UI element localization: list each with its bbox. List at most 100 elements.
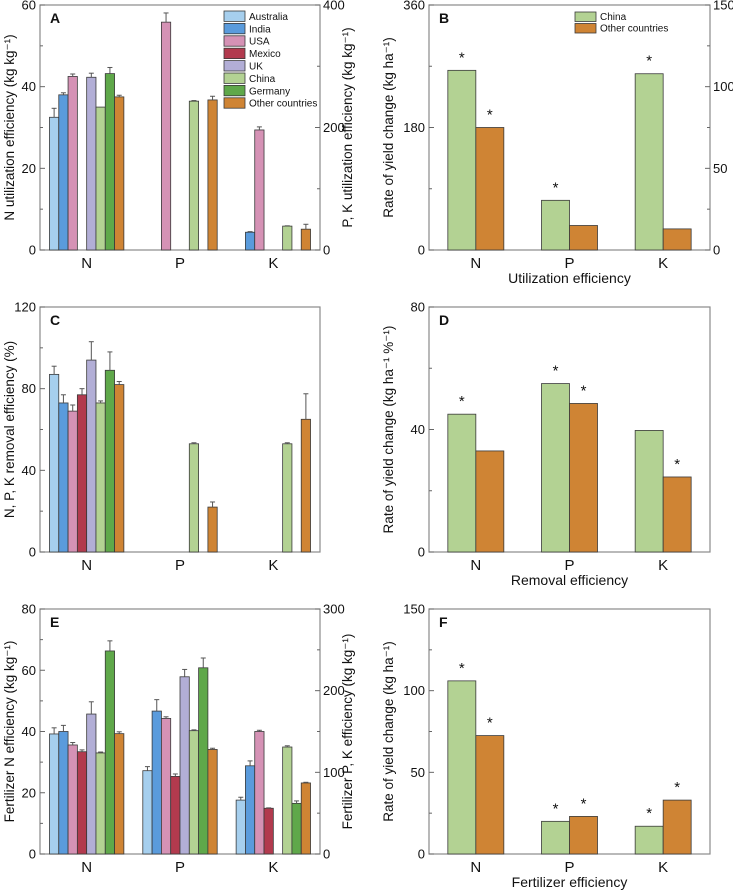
legend-swatch <box>574 11 597 22</box>
bar-china <box>447 413 477 553</box>
y-right-tick-label: 400 <box>323 0 345 13</box>
bar-usa <box>254 129 265 251</box>
y-tick-label: 80 <box>411 300 425 315</box>
significance-star: * <box>553 363 559 380</box>
bar-india <box>151 710 162 855</box>
y-tick-label: 50 <box>411 765 425 780</box>
category-label: P <box>564 557 574 574</box>
category-label: P <box>175 859 185 876</box>
y-tick-label: 20 <box>22 161 36 176</box>
category-label: P <box>175 557 185 574</box>
bar-other-countries <box>114 96 125 251</box>
y-tick-label: 150 <box>403 602 425 617</box>
bar-china <box>188 443 200 553</box>
legend-swatch <box>223 35 246 47</box>
category-label: K <box>268 255 278 272</box>
y-tick-label: 60 <box>22 0 36 13</box>
bar-india <box>58 402 69 553</box>
significance-star: * <box>459 49 465 66</box>
bar-india <box>245 231 256 251</box>
y-tick-label: 0 <box>418 243 425 258</box>
bar-australia <box>49 116 60 251</box>
significance-star: * <box>581 795 587 812</box>
legend-label: Other countries <box>249 99 317 110</box>
y-axis-label: Rate of yield change (kg ha⁻¹) <box>381 641 396 821</box>
legend-label: China <box>600 12 627 23</box>
y-tick-label: 0 <box>418 545 425 560</box>
y-right-axis-label: Fertilizer P, K efficiency (kg kg⁻¹) <box>340 634 355 830</box>
bar-china <box>95 402 106 553</box>
y-axis-label: Rate of yield change (kg ha⁻¹) <box>381 37 396 217</box>
legend-label: UK <box>249 62 263 73</box>
legend-label: USA <box>249 37 270 48</box>
bar-usa <box>160 718 172 855</box>
panel-a: 0 20 40 60 0 200 400 N utilization efficiency (… <box>2 0 355 272</box>
legend-label: India <box>249 24 271 35</box>
y-tick-label: 80 <box>22 602 36 617</box>
bar-other-countries <box>569 225 598 251</box>
bar-india <box>245 765 256 855</box>
bar-germany <box>104 369 115 553</box>
y-axis-label: N, P, K removal efficiency (%) <box>2 341 17 518</box>
significance-star: * <box>459 393 465 410</box>
y-right-tick-label: 300 <box>323 602 345 617</box>
category-label: N <box>81 859 92 876</box>
significance-star: * <box>553 179 559 196</box>
y-right-tick-label: 100 <box>323 765 345 780</box>
y-right-tick-label: 0 <box>713 243 720 258</box>
category-label: P <box>564 859 574 876</box>
plot-frame <box>39 4 321 251</box>
bar-mexico <box>170 776 181 855</box>
y-tick-label: 0 <box>29 545 36 560</box>
bar-china <box>282 443 293 553</box>
legend-swatch <box>223 60 246 72</box>
bar-china <box>282 225 293 251</box>
legend-swatch <box>223 10 246 22</box>
category-label: N <box>81 255 92 272</box>
bar-australia <box>142 770 153 855</box>
bar-other-countries <box>207 749 218 855</box>
legend-swatch <box>223 85 246 97</box>
bar-uk <box>86 359 97 553</box>
bar-china <box>634 73 664 251</box>
bar-uk <box>179 676 190 855</box>
y-right-axis-label: P, K utilization efficiency (kg kg⁻¹) <box>340 27 355 227</box>
y-tick-label: 120 <box>14 300 36 315</box>
bar-other-countries <box>300 418 311 553</box>
panel-letter: B <box>439 10 449 26</box>
bar-china <box>95 106 106 251</box>
bar-germany <box>104 650 115 855</box>
legend-swatch <box>223 47 246 60</box>
legend-label: Germany <box>249 86 290 97</box>
significance-star: * <box>674 779 680 796</box>
y-tick-label: 100 <box>403 683 425 698</box>
panel-letter: F <box>439 614 448 630</box>
y-tick-label: 360 <box>403 0 425 13</box>
bar-mexico <box>76 394 88 553</box>
bar-other-countries <box>662 228 692 251</box>
panel-e: 0 20 40 60 80 0 100 200 300 Fertilizer N efficien… <box>2 602 355 877</box>
bar-usa <box>67 744 78 855</box>
bar-india <box>58 731 69 855</box>
legend-swatch <box>223 97 246 109</box>
y-axis-label: Rate of yield change (kg ha⁻¹ %⁻¹) <box>381 326 396 534</box>
bar-usa <box>67 76 78 251</box>
y-tick-label: 60 <box>22 663 36 678</box>
bar-other-countries <box>114 384 125 553</box>
panel-letter: D <box>439 312 449 328</box>
y-tick-label: 40 <box>22 724 36 739</box>
y-right-tick-label: 100 <box>713 79 733 94</box>
x-axis-label: Utilization efficiency <box>508 270 631 286</box>
bar-other-countries <box>569 816 598 855</box>
legend-label: Mexico <box>249 49 281 60</box>
y-right-tick-label: 200 <box>323 120 345 135</box>
bar-mexico <box>76 751 88 855</box>
legend-swatch <box>574 23 597 34</box>
y-tick-label: 0 <box>29 243 36 258</box>
bar-other-countries <box>207 99 218 251</box>
legend-swatch <box>223 22 246 35</box>
y-tick-label: 40 <box>411 422 425 437</box>
panel-b: 0 180 360 0 50 100 150 Rate of yield change (kg… <box>381 0 733 286</box>
bar-australia <box>235 799 246 855</box>
bar-australia <box>49 373 60 553</box>
